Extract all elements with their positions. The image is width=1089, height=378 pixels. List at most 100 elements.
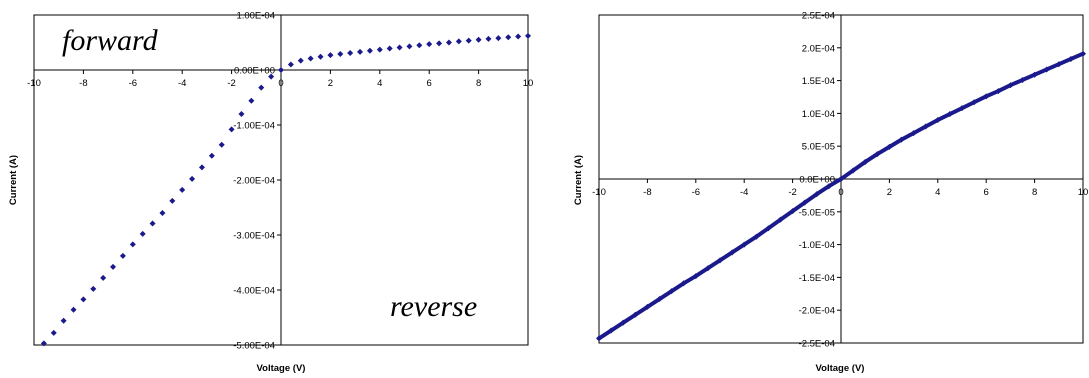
data-point: [505, 34, 512, 41]
reverse-annotation: reverse: [390, 290, 477, 323]
y-tick-label: 2.5E-04: [802, 11, 835, 22]
y-tick-label: -1.00E-04: [233, 121, 275, 132]
data-point: [50, 329, 57, 336]
y-tick-label: 0.0E+00: [799, 175, 835, 186]
data-point: [436, 40, 443, 47]
left-y-axis-title: Current (A): [8, 155, 19, 205]
x-tick-label: -6: [129, 78, 137, 89]
data-point: [307, 55, 314, 62]
data-point: [426, 41, 433, 48]
x-tick-label: -2: [788, 187, 796, 198]
x-tick-label: 2: [887, 187, 892, 198]
data-point: [90, 285, 97, 292]
data-point: [198, 164, 205, 171]
forward-annotation: forward: [62, 24, 159, 57]
x-tick-label: -2: [227, 78, 235, 89]
data-point: [416, 42, 423, 49]
y-tick-label: 1.5E-04: [802, 76, 835, 87]
data-point: [495, 35, 502, 42]
y-tick-label: 5.0E-05: [802, 142, 835, 153]
data-point: [70, 306, 77, 313]
x-tick-label: 8: [476, 78, 481, 89]
data-point: [406, 43, 413, 50]
data-point: [119, 252, 126, 259]
y-tick-label: 1.0E-04: [802, 109, 835, 120]
y-tick-label: 0.00E+00: [234, 66, 275, 77]
data-point: [386, 45, 393, 52]
x-tick-label: 8: [1032, 187, 1037, 198]
data-point: [455, 38, 462, 45]
left-chart: -10 -8 -6 -4 -2 0 2 4 6 8 10 1.00E-04 0.00E+00 -1.00E…: [8, 11, 533, 375]
x-tick-label: -10: [27, 78, 41, 89]
x-tick-label: 10: [523, 78, 534, 89]
x-tick-label: 6: [984, 187, 989, 198]
data-point: [238, 111, 245, 117]
data-point: [40, 340, 47, 347]
x-tick-label: -10: [592, 187, 606, 198]
data-point: [208, 152, 215, 159]
data-point: [100, 274, 107, 281]
data-point: [445, 39, 452, 46]
x-tick-label: -4: [740, 187, 748, 198]
x-tick-label: 6: [427, 78, 432, 89]
data-point: [475, 36, 482, 43]
data-point: [179, 186, 186, 193]
y-tick-label: -5.00E-04: [233, 341, 275, 352]
x-tick-label: 4: [935, 187, 940, 198]
y-tick-label: 2.0E-04: [802, 43, 835, 54]
x-tick-label: 0: [838, 187, 843, 198]
data-point: [60, 317, 67, 324]
y-tick-label: -1.0E-04: [799, 240, 835, 251]
data-point: [80, 296, 87, 303]
x-tick-label: -8: [643, 187, 651, 198]
x-tick-label: -4: [178, 78, 186, 89]
y-tick-label: -4.00E-04: [233, 286, 275, 297]
series-trace: [597, 51, 1084, 341]
data-point: [278, 67, 284, 73]
data-point: [228, 126, 235, 133]
x-tick-label: -6: [692, 187, 700, 198]
data-point: [297, 57, 304, 64]
left-x-axis-title: Voltage (V): [257, 363, 306, 374]
data-point: [149, 220, 156, 227]
data-point: [317, 53, 324, 60]
data-point: [287, 61, 294, 68]
y-tick-label: -3.00E-04: [233, 231, 275, 242]
right-chart: -10 -8 -6 -4 -2 0 2 4 6 8 10 2.5E-04 2.0E-04 1.5E-04 1…: [573, 11, 1088, 375]
right-x-axis-title: Voltage (V): [816, 363, 865, 374]
data-point: [159, 210, 166, 216]
data-point: [347, 49, 354, 56]
y-tick-label: -2.0E-04: [799, 306, 835, 317]
data-point: [169, 197, 176, 204]
data-point: [268, 73, 275, 80]
data-point: [139, 230, 146, 237]
data-point: [465, 37, 472, 44]
data-point: [129, 241, 136, 248]
data-point: [327, 52, 334, 59]
data-point: [485, 35, 492, 42]
x-tick-label: 4: [377, 78, 382, 89]
right-y-axis-title: Current (A): [573, 155, 584, 205]
data-point: [525, 32, 531, 39]
x-tick-label: -8: [79, 78, 87, 89]
data-point: [396, 44, 403, 51]
data-point: [376, 46, 383, 53]
x-tick-label: 10: [1078, 187, 1089, 198]
x-tick-label: 0: [278, 78, 283, 89]
data-point: [248, 97, 255, 104]
y-tick-label: 1.00E-04: [236, 11, 275, 22]
data-point: [366, 47, 373, 54]
data-point: [258, 84, 265, 91]
x-tick-label: 2: [328, 78, 333, 89]
data-point: [357, 48, 364, 55]
data-point: [515, 33, 522, 40]
y-tick-label: -2.5E-04: [799, 339, 835, 350]
data-point: [218, 141, 225, 148]
data-point: [110, 263, 117, 270]
y-tick-label: -2.00E-04: [233, 176, 275, 187]
y-tick-label: -5.0E-05: [799, 207, 835, 218]
data-point: [337, 51, 344, 58]
y-tick-label: -1.5E-04: [799, 273, 835, 284]
data-point: [189, 175, 196, 182]
